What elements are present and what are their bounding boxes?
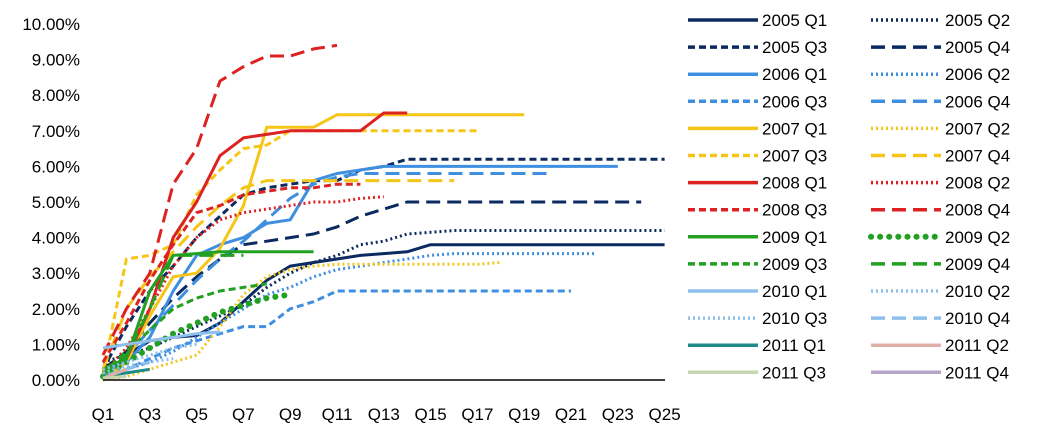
legend-label: 2005 Q4 (945, 38, 1010, 57)
x-tick-label: Q9 (279, 405, 302, 424)
x-axis-ticks: Q1 Q3 Q5 Q7 Q9 Q11 Q13 Q15 Q17 Q19 Q21 Q23 Q25 (92, 405, 681, 424)
y-tick-label: 5.00% (32, 193, 80, 212)
legend-label: 2011 Q1 (762, 336, 826, 355)
legend-label: 2010 Q2 (945, 282, 1010, 301)
legend-label: 2006 Q3 (762, 92, 827, 111)
series-line-16 (101, 43, 338, 356)
series-line-12 (101, 179, 454, 370)
legend-label: 2005 Q1 (762, 11, 827, 30)
y-tick-label: 0.00% (32, 371, 80, 390)
x-tick-label: Q17 (461, 405, 493, 424)
legend-label: 2010 Q3 (762, 309, 827, 328)
y-axis-ticks: 0.00% 1.00% 2.00% 3.00% 4.00% 5.00% 6.00% 7.00%… (22, 15, 80, 390)
legend-label: 2011 Q4 (945, 363, 1009, 382)
y-tick-label: 1.00% (32, 335, 80, 354)
x-tick-label: Q13 (368, 405, 400, 424)
legend-label: 2006 Q4 (945, 92, 1010, 111)
x-tick-label: Q21 (555, 405, 587, 424)
x-tick-label: Q11 (322, 405, 353, 424)
x-tick-label: Q19 (508, 405, 540, 424)
legend-label: 2006 Q2 (945, 65, 1010, 84)
legend-label: 2007 Q2 (945, 119, 1010, 138)
plot-series (100, 43, 665, 382)
series-line-15 (101, 182, 361, 363)
series-line-20 (101, 253, 244, 378)
legend-label: 2009 Q1 (762, 228, 827, 247)
x-tick-label: Q3 (138, 405, 161, 424)
y-tick-label: 8.00% (32, 86, 80, 105)
series-line-5 (102, 164, 618, 375)
legend-label: 2005 Q3 (762, 38, 827, 57)
legend-label: 2010 Q1 (762, 282, 827, 301)
x-tick-label: Q15 (415, 405, 447, 424)
series-line-7 (102, 289, 571, 378)
x-tick-label: Q5 (185, 405, 208, 424)
y-tick-label: 2.00% (32, 300, 80, 319)
series-line-1 (101, 243, 665, 382)
legend-label: 2007 Q1 (762, 119, 827, 138)
legend-label: 2007 Q3 (762, 147, 827, 166)
series-line-13 (102, 111, 408, 371)
x-tick-label: Q23 (602, 405, 634, 424)
series-line-6 (102, 252, 595, 378)
legend-label: 2007 Q4 (945, 147, 1010, 166)
legend: 2005 Q1 2005 Q2 2005 Q3 2005 Q4 2006 Q1 2006 … (688, 11, 1010, 382)
x-tick-label: Q1 (92, 405, 115, 424)
series-line-17 (102, 250, 314, 371)
y-tick-label: 7.00% (32, 122, 80, 141)
legend-label: 2011 Q3 (762, 363, 826, 382)
legend-label: 2008 Q3 (762, 201, 827, 220)
legend-label: 2008 Q4 (945, 201, 1010, 220)
legend-label: 2006 Q1 (762, 65, 827, 84)
series-line-21 (102, 330, 221, 350)
legend-label: 2009 Q2 (945, 228, 1010, 247)
legend-label: 2008 Q2 (945, 174, 1010, 193)
y-tick-label: 3.00% (32, 264, 80, 283)
legend-label: 2009 Q4 (945, 255, 1010, 274)
legend-label: 2008 Q1 (762, 174, 827, 193)
legend-label: 2011 Q2 (945, 336, 1009, 355)
series-line-9 (102, 113, 525, 382)
x-tick-label: Q25 (649, 405, 681, 424)
y-tick-label: 4.00% (32, 229, 80, 248)
series-line-19 (101, 282, 268, 375)
legend-label: 2005 Q2 (945, 11, 1010, 30)
series-line-18 (100, 291, 294, 380)
series-line-2 (102, 229, 665, 364)
series-line-27 (102, 374, 127, 380)
y-tick-label: 9.00% (32, 51, 80, 70)
series-line-23 (102, 357, 174, 375)
x-tick-label: Q7 (232, 405, 255, 424)
legend-label: 2009 Q3 (762, 255, 827, 274)
series-line-22 (102, 342, 197, 371)
legend-label: 2010 Q4 (945, 309, 1010, 328)
series-line-11 (101, 129, 478, 374)
series-line-4 (102, 200, 642, 371)
y-tick-label: 10.00% (22, 15, 80, 34)
y-tick-label: 6.00% (32, 157, 80, 176)
